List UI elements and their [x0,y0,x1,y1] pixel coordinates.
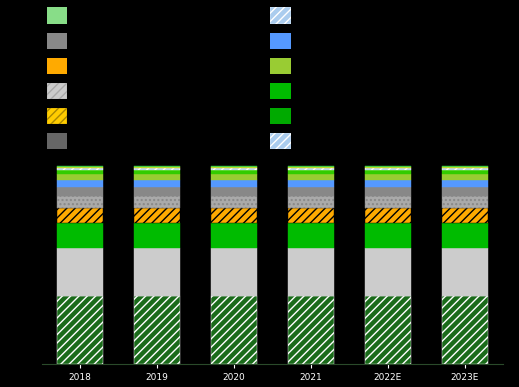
Bar [57,207,103,223]
Bar [211,296,257,364]
Bar [288,168,334,170]
Bar [134,296,180,364]
Bar [134,187,180,196]
Bar [211,168,257,170]
Bar [288,167,334,168]
Bar [57,248,103,296]
Bar [288,223,334,248]
Bar [442,187,488,196]
Bar [442,166,488,167]
Bar [57,175,103,180]
Bar [288,180,334,187]
Bar [442,168,488,170]
Bar [134,170,180,175]
Bar [211,187,257,196]
Bar [288,248,334,296]
Bar [57,196,103,207]
Bar [365,167,411,168]
Bar [134,207,180,223]
Bar [211,248,257,296]
Bar [365,248,411,296]
Bar [288,166,334,167]
Bar [57,180,103,187]
Bar [211,170,257,175]
Bar [365,296,411,364]
Bar [288,175,334,180]
Bar [288,187,334,196]
Bar [365,196,411,207]
Bar [211,175,257,180]
Bar [288,207,334,223]
Bar [134,168,180,170]
Bar [288,196,334,207]
Bar [211,223,257,248]
Bar [211,180,257,187]
Bar [288,296,334,364]
Bar [365,170,411,175]
Bar [442,296,488,364]
Bar [442,196,488,207]
Bar [57,166,103,167]
Bar [442,175,488,180]
Bar [365,207,411,223]
Bar [365,168,411,170]
Bar [442,180,488,187]
Bar [211,167,257,168]
Bar [211,166,257,167]
Bar [288,170,334,175]
Bar [134,167,180,168]
Bar [134,248,180,296]
Bar [134,180,180,187]
Bar [442,248,488,296]
Bar [57,167,103,168]
Bar [211,196,257,207]
Bar [442,167,488,168]
Bar [57,187,103,196]
Bar [365,187,411,196]
Bar [57,170,103,175]
Bar [57,168,103,170]
Bar [442,223,488,248]
Bar [134,223,180,248]
Bar [57,296,103,364]
Bar [57,223,103,248]
Bar [211,207,257,223]
Bar [365,223,411,248]
Bar [365,166,411,167]
Bar [442,170,488,175]
Bar [134,166,180,167]
Bar [134,175,180,180]
Bar [365,180,411,187]
Bar [365,175,411,180]
Bar [442,207,488,223]
Bar [134,196,180,207]
